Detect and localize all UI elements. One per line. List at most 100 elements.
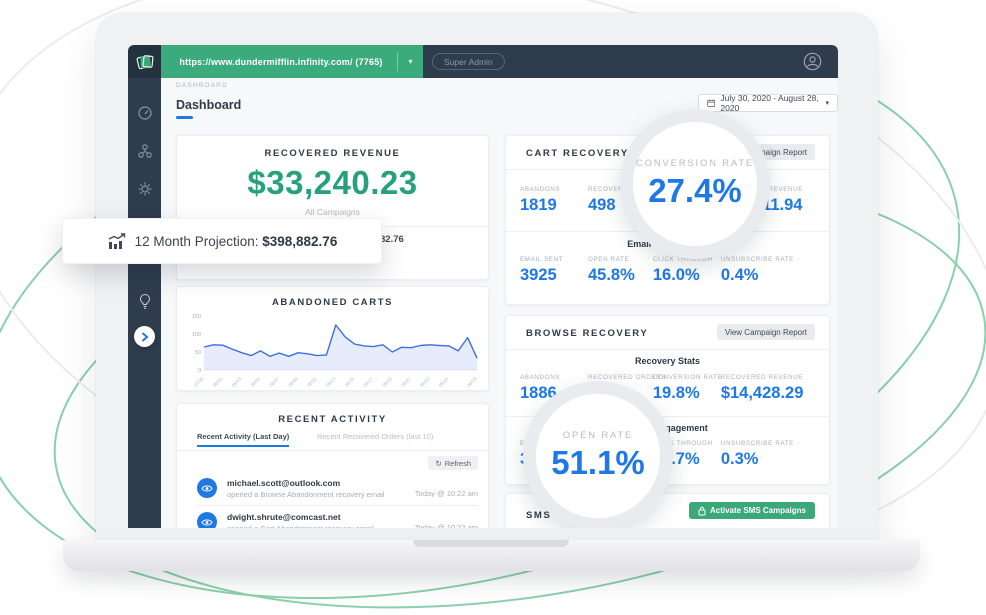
refresh-button[interactable]: ↻ Refresh: [428, 456, 478, 470]
svg-text:08/23: 08/23: [419, 376, 431, 387]
stat-value: 1886: [520, 384, 557, 402]
org-chart-icon: [137, 144, 152, 158]
stat-value: $14,428.29: [720, 384, 804, 402]
avatar: [197, 512, 217, 528]
sidebar-nav: [128, 78, 161, 528]
refresh-icon: ↻: [435, 458, 442, 468]
activity-description: opened a Cart Abandonment recovery email: [227, 524, 374, 528]
svg-text:08/07: 08/07: [268, 376, 280, 387]
activity-list-item[interactable]: michael.scott@outlook.com opened a Brows…: [197, 476, 478, 502]
stat-unsubscribe-rate: UNSUBSCRIBE RATE 0.4%: [721, 256, 829, 285]
sidebar-item-campaigns[interactable]: [128, 138, 161, 164]
badge-label: OPEN RATE: [562, 430, 634, 441]
stat-label: OPEN RATE: [587, 256, 630, 263]
divider: [506, 416, 829, 417]
svg-text:07/30: 07/30: [193, 376, 205, 387]
recovery-stats-title: Recovery Stats: [634, 356, 701, 366]
svg-text:100: 100: [192, 332, 201, 338]
chevron-right-icon: [141, 332, 149, 341]
caret-down-icon: ▾: [825, 100, 829, 107]
tab-recent-activity[interactable]: Recent Activity (Last Day): [197, 432, 290, 447]
stat-unsubscribe-rate: UNSUBSCRIBE RATE 0.3%: [721, 440, 829, 469]
lightbulb-icon: [139, 293, 150, 309]
svg-text:08/13: 08/13: [325, 376, 337, 387]
stat-email-sent: EMAIL SENT 3925: [520, 256, 588, 285]
recovered-revenue-amount: $33,240.23: [247, 164, 418, 201]
stat-label: CONVERSION RATE: [652, 374, 723, 381]
svg-text:08/25: 08/25: [438, 376, 450, 387]
role-badge: Super Admin: [432, 53, 505, 70]
activity-list-item[interactable]: dwight.shrute@comcast.net opened a Cart …: [197, 510, 478, 528]
open-rate-badge: OPEN RATE 51.1%: [523, 381, 673, 528]
card-title: BROWSE RECOVERY: [526, 328, 649, 339]
tab-label: Recent Activity (Last Day): [197, 432, 290, 441]
chevron-down-icon[interactable]: ▾: [397, 52, 423, 71]
abandoned-carts-chart: 0 50 100 150 07/30 08/01 08/03 08/05 08/07 08/09 0…: [192, 314, 478, 387]
user-icon: [803, 52, 822, 71]
laptop-base-notch: [413, 540, 569, 547]
stat-label: RECOVERED REVENUE: [720, 374, 804, 381]
sidebar-item-settings[interactable]: [128, 176, 161, 202]
view-campaign-report-button[interactable]: View Campaign Report: [716, 324, 815, 340]
dashboard-content: DASHBOARD Dashboard July 30, 2020 - Augu…: [161, 78, 838, 528]
stat-label: ABANDONS: [520, 374, 561, 381]
activity-timestamp: Today @ 10:22 am: [414, 489, 478, 498]
conversion-rate-badge: CONVERSION RATE 27.4%: [620, 109, 770, 259]
stat-recovered-revenue: RECOVERED REVENUE $14,428.29: [721, 374, 829, 403]
divider: [197, 505, 478, 506]
date-range-picker[interactable]: July 30, 2020 - August 28, 2020 ▾: [698, 93, 838, 113]
svg-text:08/11: 08/11: [306, 376, 318, 387]
projection-tooltip-label: 12 Month Projection:: [134, 233, 259, 249]
stat-value: 0.4%: [720, 266, 759, 284]
stat-open-rate: OPEN RATE 45.8%: [588, 256, 653, 285]
refresh-label: Refresh: [444, 458, 471, 468]
sidebar-item-ideas[interactable]: [128, 288, 161, 314]
tab-recent-orders[interactable]: Recent Recovered Orders (last 10): [317, 432, 433, 441]
sidebar-expand-button[interactable]: [134, 326, 155, 347]
svg-text:08/17: 08/17: [362, 376, 374, 387]
svg-text:08/21: 08/21: [400, 376, 412, 387]
divider: [177, 450, 488, 451]
cart-engagement-stats: EMAIL SENT 3925 OPEN RATE 45.8% CLICK TH…: [506, 256, 829, 285]
recent-activity-card: RECENT ACTIVITY Recent Activity (Last Da…: [176, 403, 489, 528]
svg-text:08/19: 08/19: [381, 376, 393, 387]
stat-label: RECOVERED ORDERS: [587, 374, 667, 381]
activity-timestamp: Today @ 10:22 am: [414, 523, 478, 528]
revenue-subtitle: All Campaigns: [305, 207, 360, 217]
stat-label: EMAIL SENT: [520, 256, 564, 263]
lock-icon: [698, 506, 706, 515]
stat-click-through: CLICK THROUGH 16.0%: [653, 256, 721, 285]
app-logo[interactable]: [128, 45, 161, 78]
eye-icon: [201, 519, 213, 525]
abandoned-carts-card: ABANDONED CARTS 0 50 100 150 07/30 08/01 08/03…: [176, 286, 489, 391]
activity-tabs: Recent Activity (Last Day) Recent Recove…: [177, 432, 488, 450]
stat-value: 3925: [520, 266, 557, 284]
laptop-frame: https://www.dundermifflin.infinity.com/ …: [96, 13, 878, 540]
eye-icon: [201, 485, 213, 491]
date-range-text: July 30, 2020 - August 28, 2020: [720, 93, 819, 113]
stat-label: CLICK THROUGH: [652, 440, 713, 447]
stat-value: 1819: [520, 196, 557, 214]
svg-text:08/15: 08/15: [344, 376, 356, 387]
page-title: Dashboard: [176, 98, 242, 112]
stat-value: 16.0%: [652, 266, 700, 284]
stat-label: UNSUBSCRIBE RATE: [720, 256, 794, 263]
stat-value: 498: [587, 196, 616, 214]
stat-value: 0.3%: [720, 450, 759, 468]
svg-text:08/05: 08/05: [250, 376, 262, 387]
card-title: ABANDONED CARTS: [271, 297, 394, 308]
badge-value: 27.4%: [648, 172, 742, 209]
activate-sms-campaigns-button[interactable]: Activate SMS Campaigns: [688, 502, 815, 519]
stat-abandons: ABANDONS 1886: [520, 374, 588, 403]
sidebar-item-dashboard[interactable]: [128, 100, 161, 126]
site-url-selector[interactable]: https://www.dundermifflin.infinity.com/ …: [161, 45, 423, 78]
activity-email: dwight.shrute@comcast.net: [227, 512, 341, 522]
projection-tooltip: 12 Month Projection: $398,882.76: [62, 218, 382, 264]
user-avatar[interactable]: [803, 52, 822, 71]
title-accent-bar: [176, 116, 193, 119]
stat-label: UNSUBSCRIBE RATE: [720, 440, 794, 447]
stat-label: CLICK THROUGH: [652, 256, 713, 263]
svg-text:0: 0: [198, 368, 201, 374]
site-url: https://www.dundermifflin.infinity.com/ …: [179, 56, 383, 67]
stat-abandons: ABANDONS 1819: [520, 186, 588, 215]
